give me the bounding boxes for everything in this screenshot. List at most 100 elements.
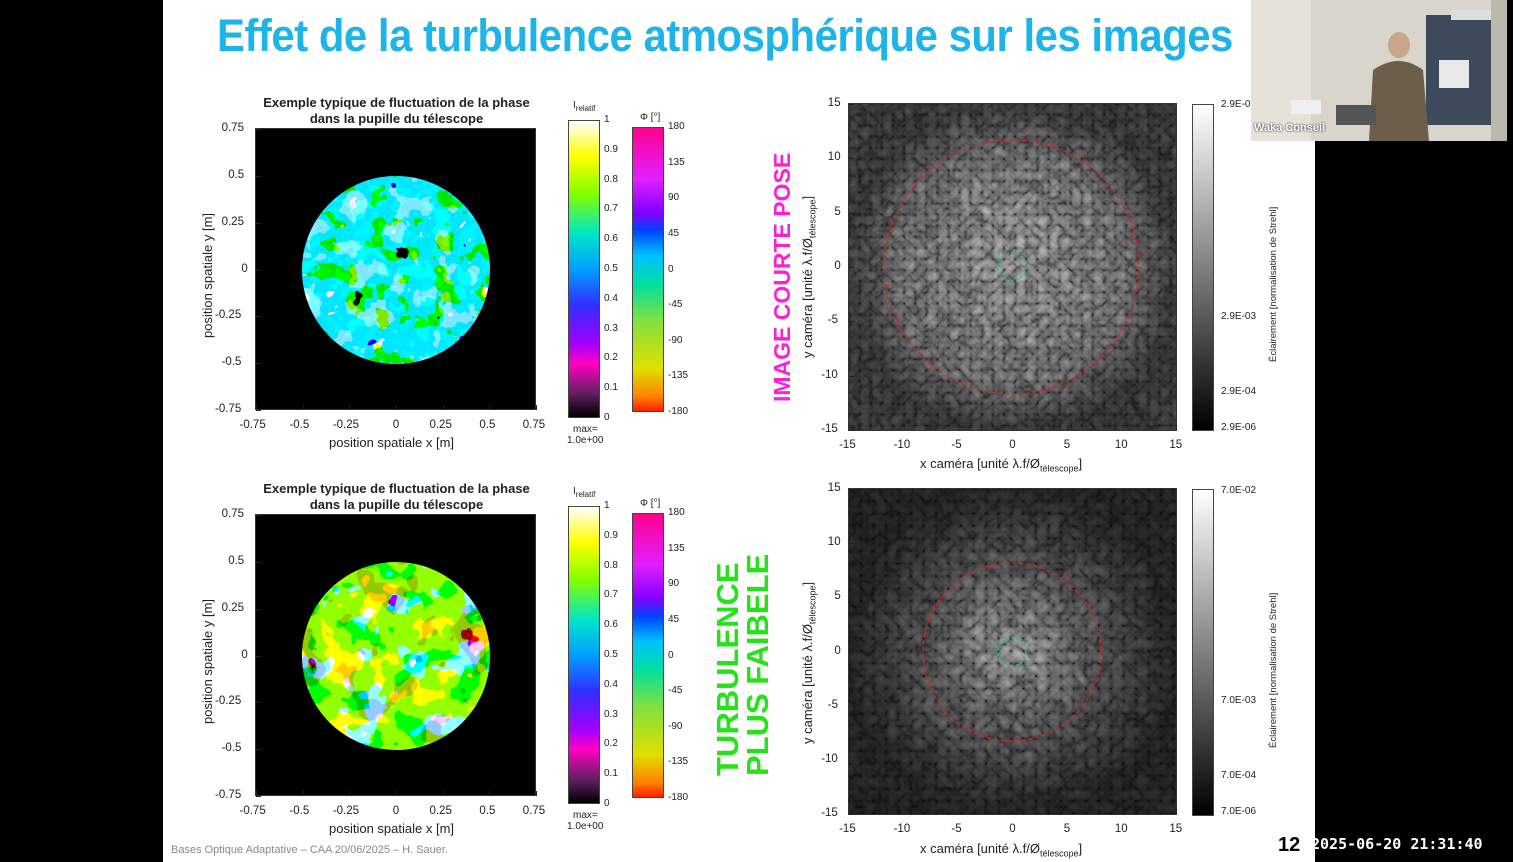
phase-ytick-mark (256, 561, 261, 563)
camera-ytick-mark (849, 651, 854, 653)
slide-footer: Bases Optique Adaptative – CAA 20/06/202… (171, 844, 449, 856)
intensity-max-value-top: 1.0e+00 (567, 435, 604, 446)
camera-ytick-mark (849, 158, 854, 160)
phase-ytick-mark (256, 316, 261, 318)
plot-title-line2: dans la pupille du télescope (309, 111, 484, 126)
phase-ytick-mark (256, 655, 261, 657)
camera-ytick-label: -15 (821, 423, 838, 435)
phase-colorbar-top (632, 127, 664, 412)
camera-ytick-mark (849, 267, 854, 268)
phase-ytick-label: -0.5 (221, 742, 242, 755)
phase-ytick-mark (256, 175, 261, 177)
phase-xtick-label: 0 (392, 805, 400, 817)
phase-xlabel-top: position spatiale x [m] (329, 435, 455, 450)
short-exposure-label: IMAGE COURTE POSE (769, 152, 795, 402)
camera-ytick-label: 5 (834, 590, 841, 603)
camera-xlabel-top: x caméra [unité λ.f/Øtélescope] (920, 456, 1083, 474)
phase-xtick-mark (302, 791, 304, 796)
phase-xtick-label: 0.25 (429, 805, 452, 817)
camera-xtick-label: -5 (951, 823, 962, 835)
camera-axes-bottom (848, 488, 1177, 815)
phase-colorbar-tick-label: 135 (668, 542, 685, 554)
weak-turbulence-line1: TURBULENCE (710, 562, 745, 776)
intensity-tick-label: 0.4 (604, 292, 618, 304)
phase-xtick-mark (536, 791, 537, 796)
phase-xtick-label: 0.5 (479, 805, 496, 817)
phase-xtick-label: -0.75 (239, 419, 266, 431)
phase-ytick-label: 0.5 (228, 554, 245, 567)
camera-xtick-label: -15 (839, 439, 856, 451)
phase-ytick-label: 0.25 (221, 215, 244, 228)
phase-ytick-label: 0 (241, 648, 248, 661)
phase-xtick-label: -0.25 (332, 419, 360, 431)
phase-ytick-mark (256, 410, 261, 411)
cam-cbar-top-tick: 2.9E-04 (1221, 386, 1257, 397)
intensity-tick-label: 0 (604, 412, 610, 423)
slide-title: Effet de la turbulence atmosphérique sur… (217, 10, 1233, 61)
camera-ytick-label: -10 (821, 368, 838, 381)
intensity-tick-label: 0.1 (604, 382, 618, 394)
camera-ytick-mark (849, 705, 854, 707)
phase-colorbar-tick-label: -180 (668, 792, 689, 803)
camera-ytick-mark (849, 212, 854, 214)
phase-colorbar-tick-label: 180 (668, 121, 685, 132)
camera-xtick-mark (1012, 809, 1014, 814)
phase-ytick-label: 0.75 (221, 122, 244, 134)
camera-xtick-mark (1121, 425, 1123, 430)
intensity-tick-label: 0.9 (604, 529, 618, 541)
phase-xtick-mark (349, 405, 351, 410)
intensity-tick-label: 0.2 (604, 738, 618, 750)
camera-ylabel-top: y caméra [unité λ.f/Øtélescope] (800, 195, 818, 358)
intensity-colorbar-label-top: Irelatif (573, 100, 596, 113)
phase-ytick-label: -0.75 (215, 403, 242, 415)
phase-xtick-mark (256, 405, 257, 410)
cam-cbar-bottom-tick: 7.0E-03 (1221, 695, 1257, 706)
plot-title-line1: Exemple typique de fluctuation de la pha… (263, 95, 530, 110)
phase-xtick-label: -0.5 (289, 805, 310, 817)
phase-ytick-label: -0.75 (215, 789, 242, 801)
phase-colorbar-tick-label: -135 (668, 370, 689, 382)
camera-ytick-label: 15 (827, 97, 841, 109)
camera-ytick-label: 10 (827, 536, 841, 549)
camera-xtick-label: 10 (1114, 439, 1128, 451)
camera-xtick-label: -10 (893, 439, 911, 451)
intensity-tick-label: 0.7 (604, 203, 618, 215)
phase-ytick-mark (256, 749, 261, 751)
phase-ytick-mark (256, 796, 261, 797)
intensity-max-value-bottom: 1.0e+00 (567, 821, 604, 832)
phase-ytick-label: -0.25 (215, 695, 242, 708)
phase-axes-top (255, 128, 536, 410)
phase-map-bottom (256, 515, 536, 796)
cam-cbar-top-tick: 2.9E-0 (1221, 99, 1251, 110)
weak-turbulence-label: TURBULENCE PLUS FAIBELE (710, 553, 775, 776)
phase-plot-title-top: Exemple typique de fluctuation de la pha… (248, 95, 545, 127)
phase-colorbar-tick-label: 0 (668, 263, 674, 275)
camera-xtick-mark (903, 425, 905, 430)
phase-ytick-label: 0.5 (228, 168, 245, 181)
phase-xtick-label: 0.25 (429, 419, 452, 431)
intensity-tick-label: 0.1 (604, 768, 618, 780)
camera-xtick-label: -15 (839, 823, 856, 835)
webcam-video[interactable]: Waka Conseil (1251, 0, 1507, 141)
phase-xtick-mark (442, 405, 444, 410)
camera-xtick-label: 0 (1009, 823, 1016, 835)
phase-colorbar-label-top: Φ [°] (640, 112, 661, 123)
camera-ytick-label: -10 (821, 752, 838, 765)
intensity-tick-label: 0 (604, 798, 610, 809)
camera-image-bottom (849, 489, 1176, 814)
phase-xtick-label: 0.75 (522, 805, 546, 817)
weak-turbulence-line2: PLUS FAIBELE (740, 553, 775, 776)
webcam-scene (1251, 0, 1507, 141)
camera-ytick-mark (849, 814, 854, 815)
phase-xtick-mark (489, 791, 491, 796)
intensity-tick-label: 0.8 (604, 559, 618, 571)
camera-ytick-label: 0 (834, 260, 841, 272)
phase-xtick-mark (396, 405, 397, 410)
cam-cbar-bottom-tick: 7.0E-04 (1221, 770, 1257, 781)
camera-xtick-mark (1067, 425, 1068, 430)
intensity-tick-label: 0.2 (604, 352, 618, 364)
intensity-tick-label: 1 (604, 114, 610, 125)
camera-ytick-label: 10 (827, 151, 841, 164)
intensity-tick-label: 0.9 (604, 143, 618, 155)
phase-colorbar-tick-label: -45 (668, 685, 683, 697)
